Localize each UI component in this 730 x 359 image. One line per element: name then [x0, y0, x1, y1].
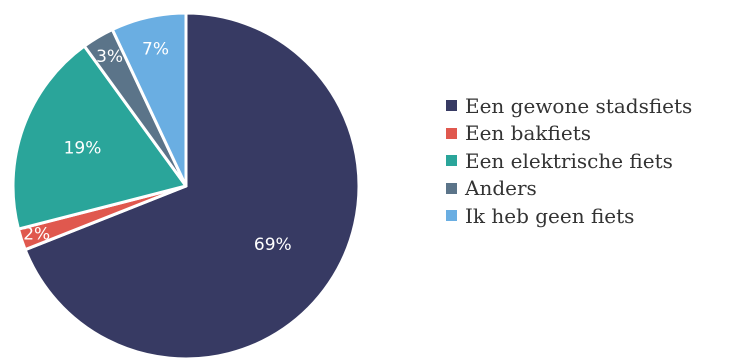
legend-swatch [446, 100, 457, 112]
pie-slices [11, 11, 361, 359]
legend-swatch [446, 182, 457, 194]
legend-label: Anders [465, 176, 537, 201]
legend-label: Een gewone stadsfiets [465, 93, 693, 118]
legend-swatch [446, 210, 457, 222]
legend-swatch [446, 127, 457, 139]
chart-legend: Een gewone stadsfiets Een bakfiets Een ele… [446, 92, 692, 230]
legend-swatch [446, 155, 457, 167]
legend-label: Een bakfiets [465, 121, 591, 146]
pie-slice-een-gewone-stadsfiets [23, 11, 361, 359]
legend-label: Ik heb geen fiets [465, 203, 635, 228]
legend-item-ik-heb-geen-fiets: Ik heb geen fiets [446, 202, 692, 230]
data-label-een-elektrische-fiets: 19% [64, 139, 102, 159]
legend-item-een-bakfiets: Een bakfiets [446, 120, 692, 148]
legend-item-een-elektrische-fiets: Een elektrische fiets [446, 147, 692, 175]
pie-data-labels: 69% 2% 19% 3% 7% [23, 39, 291, 255]
data-label-een-gewone-stadsfiets: 69% [254, 235, 292, 255]
pie-slice-een-elektrische-fiets [11, 44, 188, 231]
legend-label: Een elektrische fiets [465, 148, 673, 173]
data-label-een-bakfiets: 2% [23, 225, 50, 245]
legend-item-anders: Anders [446, 175, 692, 203]
pie-slice-ik-heb-geen-fiets [110, 11, 188, 188]
legend-item-een-gewone-stadsfiets: Een gewone stadsfiets [446, 92, 692, 120]
data-label-anders: 3% [96, 47, 123, 67]
data-label-ik-heb-geen-fiets: 7% [142, 39, 169, 59]
